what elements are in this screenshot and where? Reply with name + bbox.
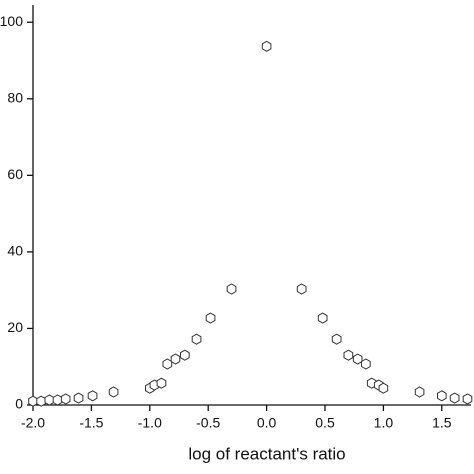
point [205, 312, 216, 324]
x-tick-label: -2.0 [21, 415, 45, 431]
point [156, 377, 167, 389]
point [296, 283, 307, 295]
point [343, 349, 354, 361]
point [378, 382, 389, 394]
point [331, 333, 342, 345]
y-tick-label: 80 [7, 89, 23, 105]
x-tick-label: 0.0 [257, 415, 277, 431]
x-tick-label: 0.5 [315, 415, 335, 431]
y-tick-label: 20 [7, 319, 23, 335]
point [108, 386, 119, 398]
point [261, 40, 272, 52]
point [162, 358, 173, 370]
x-tick-label: -1.5 [79, 415, 103, 431]
point [87, 390, 98, 402]
point [180, 349, 190, 361]
point [73, 392, 84, 404]
point [462, 393, 473, 405]
point [36, 395, 46, 407]
x-tick-label: -0.5 [196, 415, 220, 431]
x-axis-label: log of reactant's ratio [188, 444, 345, 463]
point [28, 395, 38, 407]
point [226, 283, 237, 295]
point [361, 358, 371, 370]
point [317, 312, 328, 324]
x-tick-label: 1.5 [432, 415, 452, 431]
y-tick-label: 60 [7, 166, 23, 182]
point [191, 333, 202, 345]
point [414, 386, 425, 398]
y-tick-label: 0 [15, 396, 23, 412]
point [449, 392, 460, 404]
y-tick-label: 100 [0, 13, 23, 29]
point [437, 390, 447, 402]
point [352, 353, 363, 365]
x-tick-label: 1.0 [374, 415, 394, 431]
point [60, 393, 71, 405]
point [170, 353, 181, 365]
y-tick-label: 40 [7, 243, 23, 259]
point [52, 394, 63, 406]
x-tick-label: -1.0 [138, 415, 162, 431]
point [44, 394, 55, 406]
